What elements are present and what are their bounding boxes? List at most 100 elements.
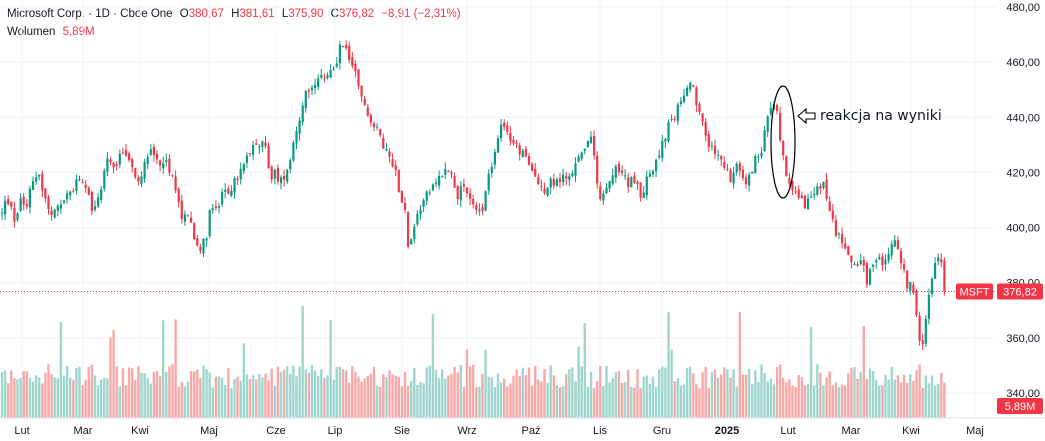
candle-body — [363, 98, 366, 105]
candle-body — [301, 105, 304, 123]
candle-body — [549, 178, 552, 188]
volume-bar — [258, 374, 261, 418]
volume-bar — [245, 374, 249, 418]
candle-body — [558, 178, 562, 183]
volume-bar — [577, 346, 580, 418]
candle-body — [354, 63, 357, 72]
volume-bar — [146, 378, 149, 418]
candle-body — [196, 238, 199, 246]
volume-bar — [809, 327, 813, 418]
candle-body — [620, 170, 624, 173]
volume-bar — [704, 366, 707, 418]
volume-bar — [797, 374, 800, 418]
volume-bar — [512, 375, 515, 418]
candle-body — [506, 125, 509, 132]
candle-body — [410, 238, 413, 245]
volume-bar — [251, 375, 255, 418]
candle-body — [168, 158, 171, 173]
candle-body — [658, 155, 661, 158]
y-tick-label: 400,00 — [1006, 223, 1040, 235]
ohlc-close-value: 376,82 — [338, 8, 375, 20]
volume-bar — [444, 378, 447, 418]
volume-bar — [927, 383, 931, 418]
volume-bar — [10, 370, 13, 418]
x-tick-label: Sie — [394, 425, 410, 437]
volume-bar — [859, 372, 862, 418]
candle-body — [317, 78, 320, 87]
x-tick-label: Maj — [200, 425, 218, 437]
volume-bar — [630, 386, 633, 418]
symbol-name[interactable]: Microsoft Corp. — [7, 8, 85, 20]
candle-body — [850, 255, 853, 263]
candle-body — [413, 226, 416, 240]
volume-bar — [115, 366, 118, 418]
candle-body — [431, 184, 434, 191]
candle-body — [769, 108, 772, 114]
candle-body — [310, 87, 314, 91]
volume-bar — [506, 386, 509, 418]
candle-body — [490, 166, 493, 173]
volume-bar — [7, 383, 10, 418]
volume-bar — [521, 367, 524, 418]
candle-body — [258, 146, 261, 148]
volume-bar — [723, 367, 726, 418]
volume-bar — [620, 383, 624, 418]
volume-label[interactable]: Wolumen — [7, 26, 56, 38]
candle-body — [775, 104, 779, 111]
candle-body — [937, 257, 940, 262]
volume-bar — [75, 368, 78, 418]
volume-bar — [416, 384, 419, 418]
candle-body — [56, 205, 59, 211]
volume-bar — [329, 319, 332, 418]
volume-bar — [56, 378, 59, 418]
annotation-ellipse — [770, 85, 796, 199]
volume-bar — [537, 379, 540, 418]
volume-bar — [341, 369, 345, 418]
candle-body — [859, 260, 862, 265]
candle-body — [912, 284, 915, 293]
volume-bar — [813, 385, 816, 418]
candle-body — [754, 156, 757, 173]
volume-bar — [158, 376, 162, 418]
volume-bar — [72, 380, 75, 418]
interval-label[interactable]: 1D — [95, 8, 110, 20]
candle-body — [627, 177, 630, 187]
candle-body — [93, 206, 97, 210]
candle-body — [806, 198, 810, 210]
candle-body — [397, 169, 400, 193]
volume-bar — [152, 371, 156, 418]
volume-bar — [90, 364, 94, 418]
volume-bar — [155, 370, 159, 418]
volume-bar — [255, 379, 258, 418]
volume-bar — [450, 373, 453, 418]
volume-bar — [335, 366, 338, 418]
volume-bar — [636, 369, 639, 418]
volume-bar — [410, 381, 413, 418]
candle-body — [906, 270, 909, 289]
candle-body — [552, 178, 555, 186]
volume-bar — [189, 371, 193, 418]
price-axis[interactable] — [996, 0, 1045, 418]
volume-bar — [819, 372, 822, 418]
volume-bar — [565, 374, 568, 418]
volume-bar — [701, 372, 704, 418]
candle-body — [450, 172, 453, 174]
candle-body — [744, 177, 748, 185]
candle-body — [782, 141, 785, 156]
candle-body — [602, 193, 605, 201]
candle-body — [534, 168, 537, 177]
volume-bar — [534, 365, 537, 418]
x-tick-label: Gru — [653, 425, 671, 437]
candle-body — [924, 319, 927, 344]
volume-bar — [41, 383, 44, 418]
candle-body — [655, 159, 658, 172]
volume-bar — [96, 384, 100, 418]
candle-body — [837, 233, 841, 235]
candle-body — [31, 181, 35, 191]
candle-body — [893, 240, 896, 247]
volume-bar — [106, 378, 109, 418]
candle-body — [822, 182, 825, 188]
candle-body — [245, 155, 248, 163]
volume-bar — [921, 387, 924, 418]
